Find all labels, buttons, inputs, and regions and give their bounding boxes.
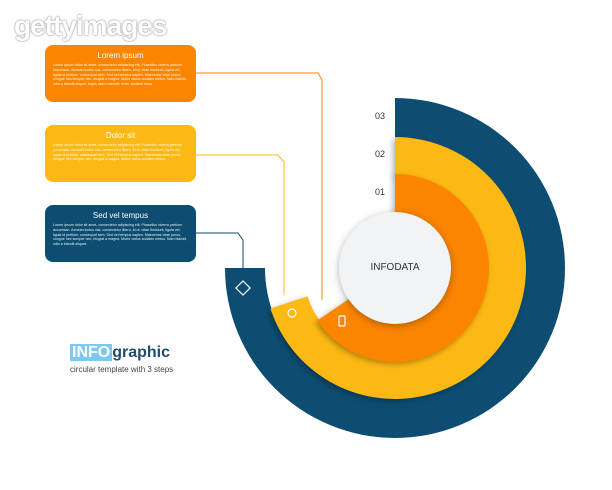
box-text: Lorem ipsum dolor sit amet, consectetur … xyxy=(53,143,182,162)
box-text: Lorem ipsum dolor sit amet, consectetur … xyxy=(53,223,188,247)
center-label: INFODATA xyxy=(370,262,420,273)
step-label-02: 02 xyxy=(375,149,386,159)
puzzle-icon xyxy=(235,280,251,296)
connector-3 xyxy=(196,232,244,268)
mobile-icon xyxy=(338,315,346,327)
ring-step-1 xyxy=(317,174,489,363)
step-label-01: 01 xyxy=(375,187,386,197)
connector-1 xyxy=(196,72,323,300)
box-title: Dolor sit xyxy=(105,131,136,140)
info-box-3: Sed vel tempus Lorem ipsum dolor sit ame… xyxy=(45,205,196,262)
lightbulb-icon xyxy=(287,308,297,318)
info-box-2: Dolor sit Lorem ipsum dolor sit amet, co… xyxy=(45,125,196,182)
info-box-1: Lorem ipsum Lorem ipsum dolor sit amet, … xyxy=(45,45,196,102)
box-text: Lorem ipsum dolor sit amet, consectetur … xyxy=(53,63,188,87)
logo-info: INFO xyxy=(70,344,113,361)
watermark: gettyimages xyxy=(14,10,167,41)
logo-subtitle: circular template with 3 steps xyxy=(70,365,174,374)
connector-2 xyxy=(196,154,285,295)
logo-graphic: graphic xyxy=(112,344,171,361)
box-title: Lorem ipsum xyxy=(97,51,144,60)
box-title: Sed vel tempus xyxy=(92,211,149,220)
center-circle xyxy=(339,212,451,324)
infographic-logo: INFO graphic circular template with 3 ste… xyxy=(70,344,173,374)
step-label-03: 03 xyxy=(375,111,386,121)
